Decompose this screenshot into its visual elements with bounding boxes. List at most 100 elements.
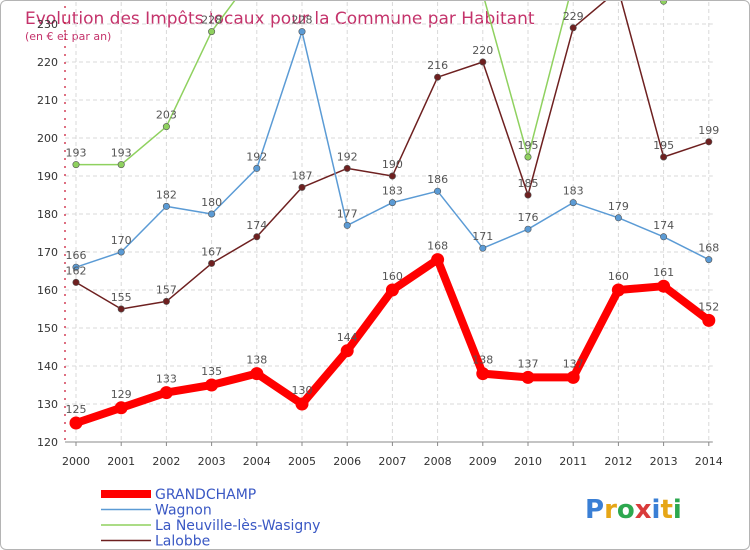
logo-letter: i <box>673 495 682 525</box>
y-tick-label: 210 <box>37 94 58 107</box>
x-tick-label: 2012 <box>604 455 632 468</box>
data-label: 203 <box>156 109 177 122</box>
data-point <box>702 313 716 327</box>
x-tick-label: 2007 <box>378 455 406 468</box>
data-point <box>660 153 668 161</box>
data-label: 220 <box>472 44 493 57</box>
data-label: 162 <box>66 264 87 277</box>
data-label: 177 <box>337 207 358 220</box>
data-point <box>72 278 80 286</box>
data-point <box>657 279 671 293</box>
data-point <box>569 24 577 32</box>
data-label: 137 <box>518 357 539 370</box>
chart-title: Evolution des Impôts locaux pour la Comm… <box>25 9 535 29</box>
data-point <box>162 297 170 305</box>
x-tick-label: 2001 <box>107 455 135 468</box>
logo-letter: i <box>652 495 661 525</box>
y-tick-label: 120 <box>37 436 58 449</box>
data-point <box>434 187 442 195</box>
x-tick-label: 2010 <box>514 455 542 468</box>
data-label: 192 <box>246 150 267 163</box>
series <box>69 1 716 430</box>
y-tick-label: 180 <box>37 208 58 221</box>
y-tick-label: 130 <box>37 398 58 411</box>
data-point <box>431 253 445 267</box>
data-label: 199 <box>698 124 719 137</box>
data-point <box>388 172 396 180</box>
y-tick-label: 160 <box>37 284 58 297</box>
data-label: 174 <box>653 219 674 232</box>
data-point <box>117 305 125 313</box>
data-labels: 1931932032282442542582562712381952412712… <box>66 10 720 416</box>
data-label: 160 <box>608 270 629 283</box>
data-point <box>114 401 128 415</box>
logo-letter: P <box>585 495 604 525</box>
data-point <box>253 233 261 241</box>
data-label: 228 <box>201 14 222 27</box>
x-tick-label: 2008 <box>424 455 452 468</box>
data-label: 168 <box>698 242 719 255</box>
data-point <box>208 259 216 267</box>
x-tick-label: 2013 <box>650 455 678 468</box>
x-tick-label: 2011 <box>559 455 587 468</box>
data-point <box>343 221 351 229</box>
data-point <box>117 161 125 169</box>
y-tick-label: 200 <box>37 132 58 145</box>
data-label: 129 <box>111 388 132 401</box>
y-tick-label: 220 <box>37 56 58 69</box>
data-point <box>340 344 354 358</box>
data-label: 183 <box>563 185 584 198</box>
data-point <box>162 123 170 131</box>
data-label: 195 <box>653 139 674 152</box>
data-point <box>660 1 668 5</box>
data-point <box>521 370 535 384</box>
data-point <box>569 199 577 207</box>
data-label: 125 <box>66 403 87 416</box>
x-tick-label: 2003 <box>198 455 226 468</box>
data-point <box>660 233 668 241</box>
data-label: 161 <box>653 266 674 279</box>
data-label: 138 <box>246 354 267 367</box>
data-label: 195 <box>518 139 539 152</box>
data-point <box>208 210 216 218</box>
data-point <box>72 263 80 271</box>
x-tick-label: 2009 <box>469 455 497 468</box>
data-point <box>705 138 713 146</box>
data-point <box>524 191 532 199</box>
data-label: 138 <box>472 354 493 367</box>
data-label: 144 <box>337 331 358 344</box>
data-label: 166 <box>66 249 87 262</box>
legend-label: La Neuville-lès-Wasigny <box>155 518 320 534</box>
data-label: 135 <box>201 365 222 378</box>
data-label: 190 <box>382 158 403 171</box>
data-label: 179 <box>608 200 629 213</box>
data-label: 137 <box>563 357 584 370</box>
data-point <box>250 367 264 381</box>
data-label: 157 <box>156 283 177 296</box>
data-point <box>385 283 399 297</box>
x-tick-label: 2004 <box>243 455 271 468</box>
data-label: 176 <box>518 211 539 224</box>
data-label: 183 <box>382 185 403 198</box>
data-point <box>253 164 261 172</box>
data-point <box>298 183 306 191</box>
data-label: 185 <box>518 177 539 190</box>
data-label: 130 <box>292 384 313 397</box>
data-label: 160 <box>382 270 403 283</box>
data-point <box>524 153 532 161</box>
data-label: 133 <box>156 373 177 386</box>
x-tick-label: 2006 <box>333 455 361 468</box>
data-label: 167 <box>201 245 222 258</box>
logo-letter: o <box>617 495 635 525</box>
data-label: 171 <box>472 230 493 243</box>
y-tick-label: 230 <box>37 18 58 31</box>
data-point <box>476 367 490 381</box>
data-label: 228 <box>292 14 313 27</box>
data-point <box>705 256 713 264</box>
y-tick-label: 190 <box>37 170 58 183</box>
x-tick-label: 2002 <box>152 455 180 468</box>
data-label: 182 <box>156 188 177 201</box>
data-label: 193 <box>111 147 132 160</box>
